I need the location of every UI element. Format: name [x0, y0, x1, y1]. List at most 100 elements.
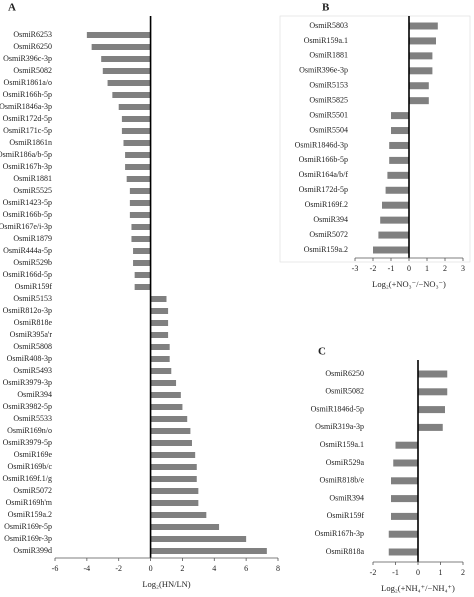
x-tick-label: 0	[416, 568, 420, 577]
bar	[150, 332, 169, 338]
category-label: OsmiR186a/b-5p	[0, 150, 52, 159]
x-tick-label: -2	[370, 264, 377, 273]
bar	[125, 152, 151, 158]
bar	[102, 68, 151, 74]
category-label: OsmiR394	[329, 493, 364, 502]
category-label: OsmiR1861a/o	[4, 78, 52, 87]
bar	[409, 67, 433, 75]
category-label: OsmiR1861n	[9, 138, 52, 147]
category-label: OsmiR399d	[13, 546, 52, 555]
bar	[150, 488, 199, 494]
category-label: OsmiR169n/o	[7, 426, 52, 435]
category-label: OsmiR169f.1/g	[2, 474, 52, 483]
category-label: OsmiR1423-5p	[3, 198, 52, 207]
category-label: OsmiR818a	[326, 547, 365, 556]
category-label: OsmiR172d-5p	[3, 114, 52, 123]
x-tick-label: 2	[461, 568, 465, 577]
category-label: OsmiR408-3p	[7, 354, 52, 363]
bar	[391, 512, 418, 520]
category-label: OsmiR159f	[15, 282, 53, 291]
category-label: OsmiR1881	[13, 174, 52, 183]
bar	[150, 512, 207, 518]
bar	[150, 464, 197, 470]
x-tick-label: 2	[180, 564, 184, 573]
x-tick-label: 8	[276, 564, 280, 573]
bar	[385, 186, 409, 194]
panel-letter: C	[318, 346, 326, 358]
x-tick-label: 4	[212, 564, 216, 573]
bar	[391, 127, 409, 135]
category-label: OsmiR6253	[13, 30, 52, 39]
category-label: OsmiR5082	[325, 387, 364, 396]
x-tick-label: -4	[84, 564, 91, 573]
bar	[388, 548, 418, 556]
category-label: OsmiR5072	[13, 486, 52, 495]
panel-letter: B	[322, 2, 330, 14]
category-label: OsmiR319a-3p	[315, 422, 364, 431]
category-label: OsmiR3979-5p	[3, 438, 52, 447]
bar	[150, 440, 192, 446]
bar	[131, 236, 151, 242]
x-tick-label: -2	[370, 568, 377, 577]
panel-frame	[279, 15, 471, 263]
bar	[409, 22, 438, 30]
bar	[418, 388, 448, 396]
x-tick-label: 0	[407, 264, 411, 273]
bar	[391, 495, 418, 503]
category-label: OsmiR3982-5p	[3, 402, 52, 411]
x-tick-label: -1	[392, 568, 399, 577]
category-label: OsmiR159a.2	[8, 510, 52, 519]
category-label: OsmiR818e	[14, 318, 53, 327]
bar	[150, 548, 267, 554]
bar	[134, 284, 151, 290]
bar	[150, 344, 170, 350]
category-label: OsmiR812o-3p	[3, 306, 52, 315]
category-label: OsmiR6250	[13, 42, 52, 51]
category-label: OsmiR166d-5p	[3, 270, 52, 279]
bar	[418, 423, 443, 431]
category-label: OsmiR444a-5p	[3, 246, 52, 255]
bar	[388, 530, 418, 538]
category-label: OsmiR5504	[309, 125, 348, 134]
category-label: OsmiR5072	[309, 230, 348, 239]
category-label: OsmiR166h-5p	[3, 90, 52, 99]
bar	[150, 380, 177, 386]
x-axis-label: Log₂(+NO₃⁻/−NO₃⁻)	[372, 279, 446, 289]
category-label: OsmiR169e	[14, 450, 53, 459]
x-tick-label: -3	[352, 264, 359, 273]
bar	[150, 320, 169, 326]
category-label: OsmiR529a	[326, 458, 365, 467]
bar	[409, 97, 429, 105]
category-label: OsmiR169b/c	[8, 462, 53, 471]
panel-letter: A	[8, 2, 16, 14]
category-label: OsmiR159a.1	[304, 36, 348, 45]
x-tick-label: -2	[115, 564, 122, 573]
bar	[112, 92, 151, 98]
bar	[393, 459, 418, 467]
category-label: OsmiR166b-5p	[3, 210, 52, 219]
category-label: OsmiR394	[17, 390, 52, 399]
bar	[133, 248, 151, 254]
category-label: OsmiR159a.1	[320, 440, 364, 449]
category-label: OsmiR169f.2	[305, 200, 348, 209]
bar	[118, 104, 151, 110]
bar	[389, 141, 409, 149]
category-label: OsmiR5082	[13, 66, 52, 75]
category-label: OsmiR169r-3p	[4, 534, 52, 543]
bar	[121, 116, 151, 122]
x-tick-label: -6	[52, 564, 59, 573]
category-label: OsmiR3979-3p	[3, 378, 52, 387]
category-label: OsmiR5493	[13, 366, 52, 375]
category-label: OsmiR169h'm	[6, 498, 53, 507]
x-tick-label: -1	[388, 264, 395, 273]
bar	[389, 156, 409, 164]
bar	[129, 212, 151, 218]
bar	[150, 428, 191, 434]
category-label: OsmiR818b/e	[320, 476, 365, 485]
bar	[121, 128, 151, 134]
x-tick-label: 2	[443, 264, 447, 273]
bar	[150, 356, 170, 362]
bar	[133, 260, 151, 266]
x-axis-label: Log₂(HN/LN)	[142, 579, 190, 589]
bar	[129, 188, 151, 194]
